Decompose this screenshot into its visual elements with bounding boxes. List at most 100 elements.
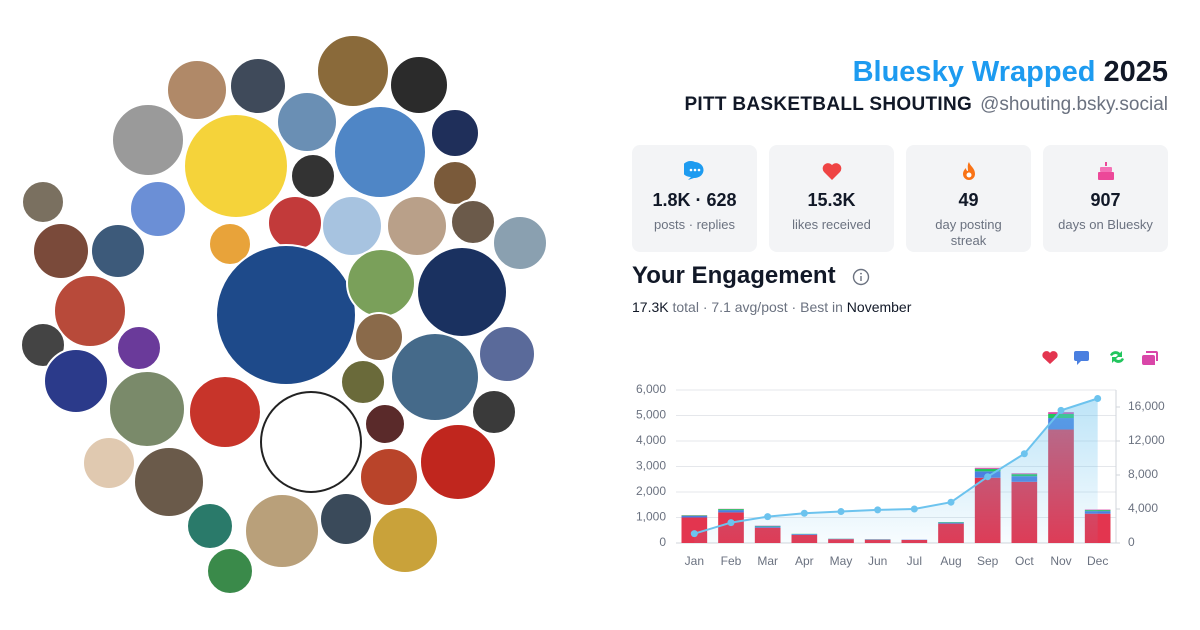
avatar[interactable] — [492, 215, 548, 271]
avatar[interactable] — [508, 282, 552, 326]
y2-tick-label: 8,000 — [1128, 467, 1158, 481]
stat-value: 1.8K · 628 — [652, 190, 737, 210]
avatar[interactable] — [21, 180, 65, 224]
info-icon[interactable] — [852, 268, 870, 286]
stat-value: 907 — [1090, 190, 1121, 210]
avatar[interactable] — [32, 222, 90, 280]
avatar[interactable] — [389, 55, 449, 115]
stat-label: days on Bluesky — [1058, 217, 1153, 232]
best-month: November — [846, 299, 912, 315]
legend-icon[interactable] — [1110, 351, 1124, 363]
avatar[interactable] — [471, 389, 517, 435]
icon — [822, 163, 841, 180]
avatar[interactable] — [359, 447, 419, 507]
bar-segment — [681, 515, 708, 516]
details: total · 7.1 avg/post · Best in — [672, 299, 843, 315]
avatar[interactable] — [206, 547, 254, 595]
avatar[interactable] — [215, 244, 357, 386]
avatar[interactable] — [108, 370, 186, 448]
avatar[interactable] — [215, 456, 259, 500]
avatar[interactable] — [416, 246, 508, 338]
line-point — [874, 506, 882, 514]
avatar[interactable] — [164, 326, 208, 370]
engagement-summary: 17.3K total · 7.1 avg/post · Best in Nov… — [632, 299, 911, 315]
avatar[interactable] — [260, 391, 362, 493]
bar-segment — [1084, 511, 1111, 514]
stat-label: posts · replies — [654, 217, 735, 232]
bar-segment — [1084, 509, 1111, 511]
avatar[interactable] — [371, 506, 439, 574]
y-tick-label: 6,000 — [636, 382, 666, 396]
avatar-cloud — [20, 34, 552, 595]
avatar[interactable] — [316, 34, 390, 108]
avatar[interactable] — [133, 446, 205, 518]
icon — [1097, 162, 1114, 180]
avatar[interactable] — [267, 195, 323, 251]
y-tick-label: 3,000 — [636, 459, 666, 473]
avatar[interactable] — [430, 108, 480, 158]
avatar[interactable] — [364, 403, 406, 445]
avatar[interactable] — [186, 502, 234, 550]
avatar[interactable] — [390, 332, 480, 422]
display-name: PITT BASKETBALL SHOUTING — [684, 94, 973, 115]
bar-segment — [718, 510, 744, 513]
avatar[interactable] — [319, 492, 373, 546]
avatar[interactable] — [244, 493, 320, 569]
avatar[interactable] — [354, 312, 404, 362]
profile: PITT BASKETBALL SHOUTING @shouting.bsky.s… — [684, 94, 1168, 116]
avatar[interactable] — [166, 59, 228, 121]
avatar[interactable] — [432, 160, 478, 206]
avatar[interactable] — [276, 91, 338, 153]
y-tick-label: 1,000 — [636, 510, 666, 524]
avatar[interactable] — [208, 222, 252, 266]
legend-icon[interactable] — [1042, 351, 1058, 364]
section-title: Your Engagement — [632, 262, 836, 289]
avatar[interactable] — [386, 195, 448, 257]
icon — [681, 161, 704, 180]
avatar[interactable] — [419, 423, 497, 501]
avatar[interactable] — [43, 348, 109, 414]
avatar[interactable] — [183, 113, 289, 219]
avatars — [20, 34, 552, 595]
handle[interactable]: @shouting.bsky.social — [980, 94, 1168, 115]
avatar[interactable] — [142, 237, 210, 305]
legend-icon[interactable] — [1074, 351, 1089, 365]
line-point — [690, 530, 698, 538]
total: 17.3K — [632, 299, 669, 315]
avatar[interactable] — [82, 436, 136, 490]
line-point — [764, 513, 772, 521]
bar-segment — [974, 467, 1001, 469]
avatar[interactable] — [478, 325, 536, 383]
engagement-chart: 0 1,000 2,000 3,000 4,000 5,000 6,000 0 4,000 8,0… — [636, 382, 1165, 568]
stat-card: 1.8K · 628 posts · replies — [632, 145, 757, 252]
line-point — [984, 473, 992, 481]
x-tick-label: Apr — [795, 554, 814, 568]
stat-value: 49 — [958, 190, 979, 210]
avatar[interactable] — [79, 169, 123, 213]
line-area — [694, 398, 1098, 543]
avatar[interactable] — [53, 274, 127, 348]
avatar[interactable] — [333, 105, 427, 199]
y-tick-label: 5,000 — [636, 408, 666, 422]
avatar[interactable] — [450, 199, 496, 245]
line — [694, 397, 1098, 535]
avatar[interactable] — [90, 223, 146, 279]
line-point — [837, 508, 845, 516]
stat-label: day posting streak — [935, 217, 1002, 248]
avatar[interactable] — [346, 248, 416, 318]
avatar[interactable] — [229, 57, 287, 115]
avatar[interactable] — [116, 325, 162, 371]
stat-value: 15.3K — [807, 190, 856, 210]
avatar[interactable] — [111, 103, 185, 177]
avatar[interactable] — [20, 322, 66, 368]
avatar[interactable] — [321, 195, 383, 257]
avatar[interactable] — [340, 359, 386, 405]
year: 2025 — [1103, 56, 1168, 88]
x-tick-label: Oct — [1015, 554, 1034, 568]
avatar[interactable] — [290, 153, 336, 199]
avatar[interactable] — [129, 180, 187, 238]
x-tick-label: Dec — [1087, 554, 1108, 568]
avatar[interactable] — [188, 375, 262, 449]
legend-icon[interactable] — [1142, 351, 1158, 365]
